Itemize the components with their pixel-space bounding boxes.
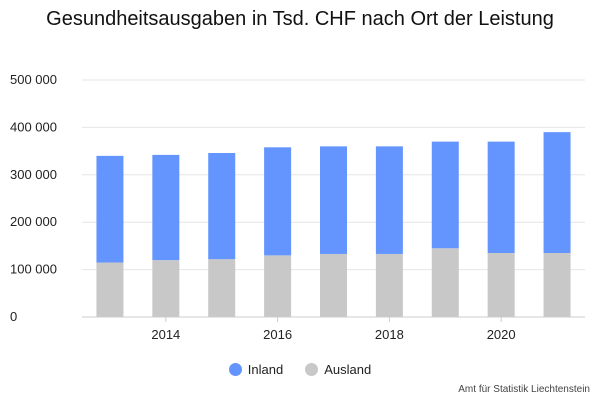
bar-ausland-2019[interactable]	[431, 248, 459, 317]
y-axis-ticks: 0 100 000 200 000 300 000 400 000 500 000	[10, 72, 57, 324]
legend-dot-inland	[228, 363, 242, 376]
bar-ausland-2018[interactable]	[375, 253, 403, 317]
bar-inland-2015[interactable]	[208, 152, 236, 260]
y-tick-label: 500 000	[10, 72, 57, 87]
bar-inland-2013[interactable]	[96, 155, 124, 263]
y-tick-label: 100 000	[10, 262, 57, 277]
y-tick-label: 200 000	[10, 214, 57, 229]
bar-inland-2019[interactable]	[431, 141, 459, 249]
x-tick-label: 2016	[263, 327, 292, 342]
bar-inland-2017[interactable]	[320, 146, 347, 254]
bar-ausland-2020[interactable]	[487, 253, 515, 317]
x-tick-label: 2014	[151, 327, 180, 342]
bar-ausland-2014[interactable]	[152, 260, 180, 317]
x-tick-label: 2020	[487, 327, 516, 342]
bar-ausland-2016[interactable]	[264, 255, 292, 317]
bar-ausland-2015[interactable]	[208, 259, 236, 317]
y-tick-label: 300 000	[10, 167, 57, 182]
x-tick-label: 2018	[375, 327, 404, 342]
legend: Inland Ausland	[0, 362, 600, 377]
bar-inland-2014[interactable]	[152, 154, 180, 261]
chart-title: Gesundheitsausgaben in Tsd. CHF nach Ort…	[46, 8, 554, 30]
bar-inland-2021[interactable]	[543, 132, 571, 254]
legend-label-inland: Inland	[247, 362, 284, 377]
y-tick-label: 400 000	[10, 119, 57, 134]
bars	[96, 132, 571, 317]
y-tick-label: 0	[10, 309, 17, 324]
legend-dot-ausland	[305, 363, 319, 376]
legend-item-inland[interactable]: Inland	[228, 362, 284, 377]
bar-ausland-2013[interactable]	[96, 262, 124, 317]
bar-inland-2016[interactable]	[264, 147, 292, 256]
bar-inland-2020[interactable]	[487, 141, 515, 254]
x-axis-ticks: 2014 2016 2018 2020	[151, 317, 516, 342]
legend-item-ausland[interactable]: Ausland	[305, 362, 371, 377]
source-credit: Amt für Statistik Liechtenstein	[458, 384, 590, 395]
bar-ausland-2017[interactable]	[320, 253, 347, 317]
bar-ausland-2021[interactable]	[543, 253, 571, 317]
legend-label-ausland: Ausland	[324, 362, 372, 377]
bar-inland-2018[interactable]	[375, 146, 403, 254]
